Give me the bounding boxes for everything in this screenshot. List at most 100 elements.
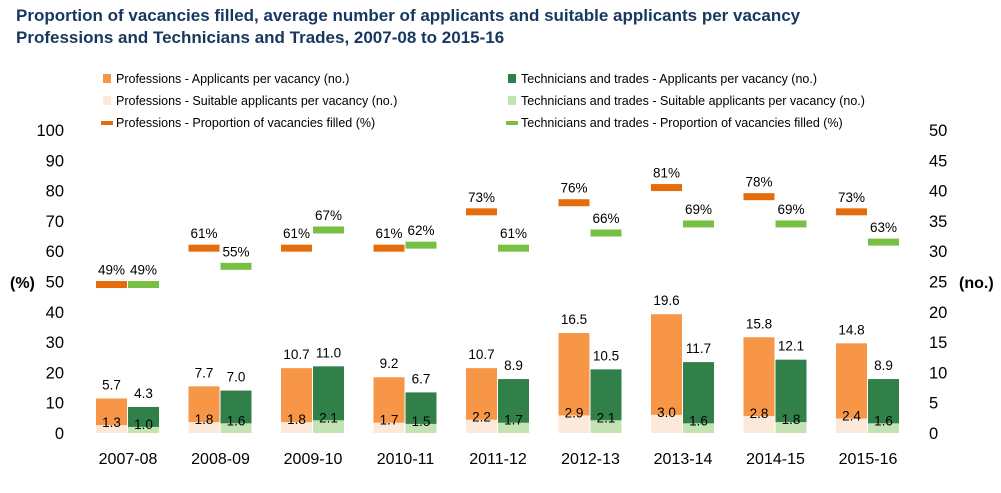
suitable-bar-trades <box>775 422 807 433</box>
y-right-tick-label: 20 <box>929 304 947 322</box>
suitable-bar-professions <box>281 422 312 433</box>
proportion-label-professions: 78% <box>745 175 772 190</box>
proportion-label-trades: 69% <box>777 202 804 217</box>
y-right-tick-label: 15 <box>929 334 947 352</box>
proportion-marker-trades <box>128 281 159 289</box>
suitable-label-trades: 2.1 <box>597 410 616 425</box>
y-left-tick-label: 20 <box>46 364 64 382</box>
proportion-label-trades: 69% <box>685 202 712 217</box>
proportion-marker-trades <box>683 220 714 228</box>
legend-label: Technicians and trades - Proportion of v… <box>521 116 843 130</box>
proportion-label-trades: 49% <box>130 263 157 278</box>
y-right-tick-label: 25 <box>929 274 947 292</box>
y-left-tick-label: 80 <box>46 183 64 201</box>
suitable-label-professions: 1.7 <box>380 413 399 428</box>
y-right-axis-title: (no.) <box>959 275 994 292</box>
y-right-tick-label: 45 <box>929 152 947 170</box>
x-tick-label: 2015-16 <box>839 451 898 468</box>
suitable-bar-trades <box>220 423 252 433</box>
proportion-marker-trades <box>775 220 807 228</box>
proportion-marker-professions <box>836 208 867 216</box>
suitable-label-trades: 1.8 <box>782 412 801 427</box>
y-right-tick-label: 50 <box>929 122 947 140</box>
suitable-bar-professions <box>836 418 867 433</box>
proportion-label-trades: 62% <box>407 223 434 238</box>
applicants-label-trades: 11.7 <box>686 341 711 356</box>
proportion-marker-professions <box>188 244 220 252</box>
suitable-label-trades: 1.6 <box>689 413 708 428</box>
suitable-bar-trades <box>405 423 437 433</box>
applicants-label-professions: 9.2 <box>380 356 399 371</box>
proportion-marker-professions <box>281 244 312 252</box>
suitable-bar-trades <box>683 423 714 433</box>
y-right-tick-label: 35 <box>929 213 947 231</box>
suitable-bar-professions <box>373 422 405 433</box>
proportion-markers <box>96 184 899 289</box>
proportion-label-trades: 67% <box>315 208 342 223</box>
y-left-tick-label: 0 <box>55 425 64 443</box>
chart-title: Proportion of vacancies filled, average … <box>16 6 801 25</box>
proportion-marker-trades <box>313 226 344 234</box>
suitable-bar-professions <box>188 422 220 433</box>
proportion-label-trades: 66% <box>592 211 619 226</box>
suitable-label-professions: 2.8 <box>750 406 769 421</box>
x-tick-label: 2009-10 <box>284 451 343 468</box>
proportion-marker-professions <box>558 199 590 207</box>
applicants-bar-trades <box>775 359 807 433</box>
applicants-label-trades: 8.9 <box>504 358 523 373</box>
suitable-label-professions: 1.8 <box>195 412 214 427</box>
bars <box>96 314 899 433</box>
y-right-tick-label: 30 <box>929 243 947 261</box>
x-tick-label: 2008-09 <box>191 451 250 468</box>
y-right-tick-label: 40 <box>929 183 947 201</box>
x-tick-label: 2010-11 <box>377 451 435 468</box>
y-left-tick-label: 100 <box>36 122 64 140</box>
applicants-label-trades: 11.0 <box>316 345 341 360</box>
y-left-tick-label: 40 <box>46 304 64 322</box>
applicants-label-professions: 19.6 <box>653 293 679 308</box>
proportion-label-trades: 55% <box>222 244 249 259</box>
x-tick-label: 2013-14 <box>654 451 713 468</box>
y-left-axis-title: (%) <box>10 275 35 292</box>
applicants-label-trades: 12.1 <box>778 339 804 354</box>
suitable-bar-trades <box>590 420 622 433</box>
x-tick-label: 2011-12 <box>469 451 527 468</box>
suitable-label-professions: 1.3 <box>102 415 121 430</box>
suitable-bar-professions <box>466 419 497 433</box>
proportion-label-professions: 61% <box>190 226 217 241</box>
axes: 0 10 20 30 40 50 60 70 80 90 100 0 5 10 15 20 25 30 35 40 45… <box>10 122 994 468</box>
legend-label: Professions - Proportion of vacancies fi… <box>116 116 375 130</box>
suitable-label-trades: 1.0 <box>134 417 153 432</box>
legend-label: Technicians and trades - Applicants per … <box>521 72 817 86</box>
y-left-tick-label: 90 <box>46 152 64 170</box>
proportion-marker-professions <box>466 208 497 216</box>
proportion-label-trades: 61% <box>500 226 527 241</box>
applicants-label-professions: 10.7 <box>468 347 494 362</box>
proportion-marker-trades <box>405 241 437 249</box>
proportion-marker-professions <box>96 281 127 289</box>
proportion-label-professions: 76% <box>560 181 587 196</box>
proportion-marker-professions <box>743 193 775 201</box>
applicants-label-professions: 16.5 <box>561 312 587 327</box>
suitable-label-trades: 1.6 <box>227 413 246 428</box>
proportion-label-professions: 61% <box>283 226 310 241</box>
legend-swatch <box>506 121 518 125</box>
y-right-tick-label: 10 <box>929 364 947 382</box>
y-right-tick-label: 0 <box>929 425 938 443</box>
applicants-label-trades: 8.9 <box>874 358 893 373</box>
proportion-marker-trades <box>868 238 899 246</box>
legend-label: Technicians and trades - Suitable applic… <box>521 94 865 108</box>
proportion-label-professions: 73% <box>468 190 495 205</box>
legend-swatch <box>103 96 111 105</box>
legend-swatch <box>103 74 111 83</box>
suitable-label-trades: 1.6 <box>874 413 893 428</box>
suitable-label-professions: 2.2 <box>472 410 491 425</box>
suitable-label-professions: 2.4 <box>842 408 861 423</box>
suitable-label-professions: 3.0 <box>657 405 676 420</box>
y-left-tick-label: 60 <box>46 243 64 261</box>
suitable-label-professions: 1.8 <box>287 412 306 427</box>
x-tick-label: 2007-08 <box>99 451 158 468</box>
y-right-tick-label: 5 <box>929 395 938 413</box>
suitable-bar-trades <box>498 422 529 433</box>
